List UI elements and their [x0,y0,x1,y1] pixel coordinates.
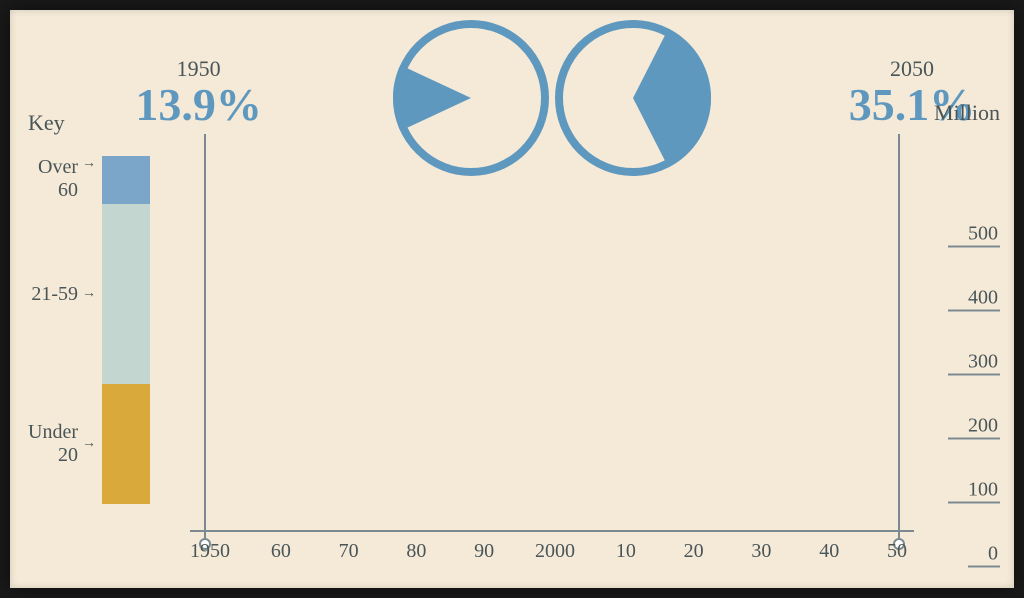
x-tick [711,532,745,560]
callout-1950: 1950 13.9% [135,56,262,128]
x-tick: 30 [744,532,778,560]
bars-container [190,210,914,530]
legend-segment [102,156,150,204]
y-tick: 300 [948,351,1000,376]
legend-label: Under20→ [28,384,96,504]
pie-2050 [555,20,711,181]
x-tick [575,532,609,560]
x-tick [778,532,812,560]
x-tick: 80 [399,532,433,560]
legend: Key Over60→21-59→Under20→ [28,110,173,504]
x-tick: 60 [264,532,298,560]
x-tick [643,532,677,560]
y-tick: 200 [948,415,1000,440]
y-tick: 400 [948,287,1000,312]
legend-label: 21-59→ [28,204,96,384]
x-tick [501,532,535,560]
arrow-right-icon: → [82,286,96,302]
x-tick: 50 [880,532,914,560]
y-tick: 500 [948,223,1000,248]
plot-area [190,210,914,530]
x-tick: 70 [332,532,366,560]
x-tick [230,532,264,560]
legend-segment [102,204,150,384]
chart-area: 1950 13.9% 2050 35.1% 195060708090200010… [190,20,914,560]
x-tick: 2000 [535,532,575,560]
x-tick [433,532,467,560]
y-tick: 0 [968,543,1000,568]
x-tick [298,532,332,560]
pie-1950 [393,20,549,181]
y-tick: 100 [948,479,1000,504]
x-tick: 1950 [190,532,230,560]
x-tick: 10 [609,532,643,560]
chart-frame: Key Over60→21-59→Under20→ 1950 13.9% 20 5… [10,10,1014,588]
y-axis-title: Million [934,100,1000,126]
x-tick [366,532,400,560]
x-tick [846,532,880,560]
callout-pct: 13.9% [135,82,262,128]
pie-pair [393,20,711,181]
legend-label: Over60→ [28,156,96,204]
legend-labels: Over60→21-59→Under20→ [28,156,102,504]
legend-segment [102,384,150,504]
x-tick: 20 [677,532,711,560]
x-tick: 40 [812,532,846,560]
x-tick: 90 [467,532,501,560]
legend-bar [102,156,150,504]
arrow-right-icon: → [82,156,96,172]
arrow-right-icon: → [82,436,96,452]
x-axis: 1950 60 70 80 90 2000 10 20 30 40 50 [190,530,914,560]
y-axis: Million 0100200300400500 [920,130,1000,530]
